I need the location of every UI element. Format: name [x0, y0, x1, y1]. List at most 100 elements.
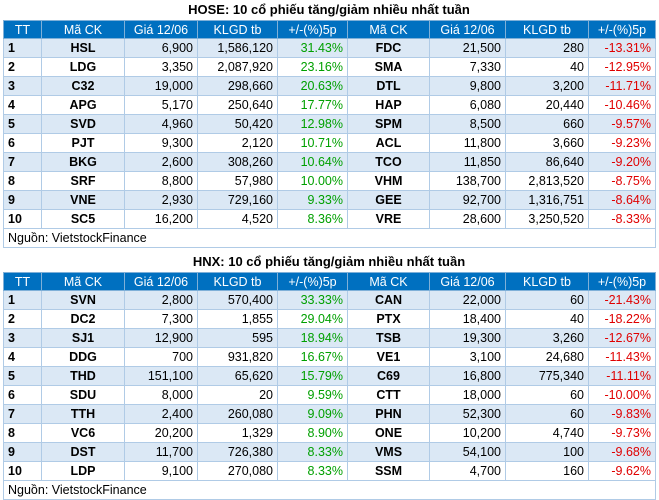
- loser-price: 22,000: [429, 290, 506, 310]
- loser-code: ACL: [347, 133, 430, 153]
- loser-code: PHN: [347, 404, 430, 424]
- gainer-volume: 570,400: [197, 290, 278, 310]
- gainer-code: SDU: [41, 385, 125, 405]
- loser-price: 3,100: [429, 347, 506, 367]
- loser-change: -10.46%: [588, 95, 656, 115]
- row-number: 2: [3, 309, 42, 329]
- header-price: Giá 12/06: [124, 272, 198, 291]
- gainer-code: SJ1: [41, 328, 125, 348]
- loser-change: -11.11%: [588, 366, 656, 386]
- gainer-price: 3,350: [124, 57, 198, 77]
- loser-price: 7,330: [429, 57, 506, 77]
- gainer-change: 23.16%: [277, 57, 348, 77]
- row-number: 1: [3, 38, 42, 58]
- loser-price: 11,850: [429, 152, 506, 172]
- gainer-price: 20,200: [124, 423, 198, 443]
- gainer-change: 9.09%: [277, 404, 348, 424]
- gainer-code: DDG: [41, 347, 125, 367]
- loser-code: TCO: [347, 152, 430, 172]
- gainer-code: LDG: [41, 57, 125, 77]
- gainer-price: 5,170: [124, 95, 198, 115]
- loser-change: -21.43%: [588, 290, 656, 310]
- loser-price: 11,800: [429, 133, 506, 153]
- gainer-price: 12,900: [124, 328, 198, 348]
- loser-price: 28,600: [429, 209, 506, 229]
- row-number: 1: [3, 290, 42, 310]
- gainer-code: DC2: [41, 309, 125, 329]
- loser-volume: 4,740: [505, 423, 589, 443]
- hnx-title: HNX: 10 cổ phiếu tăng/giảm nhiều nhất tu…: [192, 254, 466, 269]
- loser-volume: 60: [505, 290, 589, 310]
- row-number: 6: [3, 385, 42, 405]
- row-number: 7: [3, 152, 42, 172]
- loser-code: CAN: [347, 290, 430, 310]
- header-code: Mã CK: [347, 272, 430, 291]
- loser-price: 8,500: [429, 114, 506, 134]
- loser-code: SSM: [347, 461, 430, 481]
- table-row: 9 VNE 2,930 729,160 9.33% GEE 92,700 1,316,751-…: [3, 190, 656, 210]
- gainer-price: 8,800: [124, 171, 198, 191]
- loser-change: -12.67%: [588, 328, 656, 348]
- gainer-price: 16,200: [124, 209, 198, 229]
- loser-code: PTX: [347, 309, 430, 329]
- table-row: 9 DST 11,700 726,380 8.33% VMS 54,100 100 -9.68%: [3, 442, 656, 462]
- loser-volume: 660: [505, 114, 589, 134]
- gainer-volume: 20: [197, 385, 278, 405]
- gainer-change: 8.90%: [277, 423, 348, 443]
- gainer-change: 33.33%: [277, 290, 348, 310]
- loser-change: -9.20%: [588, 152, 656, 172]
- gainer-code: DST: [41, 442, 125, 462]
- table-row: 6 PJT 9,300 2,120 10.71% ACL 11,800 3,660 -9.23%: [3, 133, 656, 153]
- gainer-code: TTH: [41, 404, 125, 424]
- loser-code: C69: [347, 366, 430, 386]
- header-change: +/-(%)5p: [277, 20, 348, 39]
- gainer-price: 2,930: [124, 190, 198, 210]
- gainer-price: 700: [124, 347, 198, 367]
- loser-price: 18,000: [429, 385, 506, 405]
- row-number: 9: [3, 442, 42, 462]
- table-row: 3 C32 19,000 298,660 20.63% DTL 9,800 3,200 -11.…: [3, 76, 656, 96]
- source-row: Nguồn: VietstockFinance: [3, 480, 656, 500]
- row-number: 5: [3, 366, 42, 386]
- table-row: 10 SC5 16,200 4,520 8.36% VRE 28,600 3,250,520-…: [3, 209, 656, 229]
- source-note: Nguồn: VietstockFinance: [3, 480, 656, 500]
- loser-change: -13.31%: [588, 38, 656, 58]
- loser-code: VHM: [347, 171, 430, 191]
- loser-price: 4,700: [429, 461, 506, 481]
- loser-code: GEE: [347, 190, 430, 210]
- loser-price: 16,800: [429, 366, 506, 386]
- gainer-code: APG: [41, 95, 125, 115]
- loser-change: -8.33%: [588, 209, 656, 229]
- gainer-change: 10.71%: [277, 133, 348, 153]
- gainer-code: SC5: [41, 209, 125, 229]
- gainer-price: 151,100: [124, 366, 198, 386]
- table-row: 2 LDG 3,350 2,087,920 23.16% SMA 7,330 40 -12.95…: [3, 57, 656, 77]
- row-number: 10: [3, 461, 42, 481]
- loser-volume: 100: [505, 442, 589, 462]
- loser-price: 92,700: [429, 190, 506, 210]
- loser-code: SMA: [347, 57, 430, 77]
- loser-volume: 160: [505, 461, 589, 481]
- table-row: 6 SDU 8,000 20 9.59% CTT 18,000 60 -10.00%: [3, 385, 656, 405]
- gainer-code: SVN: [41, 290, 125, 310]
- loser-code: TSB: [347, 328, 430, 348]
- header-tt: TT: [3, 20, 42, 39]
- table-row: 7 BKG 2,600 308,260 10.64% TCO 11,850 86,640 -9.…: [3, 152, 656, 172]
- header-tt: TT: [3, 272, 42, 291]
- loser-volume: 3,250,520: [505, 209, 589, 229]
- loser-volume: 3,260: [505, 328, 589, 348]
- gainer-change: 8.33%: [277, 442, 348, 462]
- gainer-code: THD: [41, 366, 125, 386]
- table-row: 10 LDP 9,100 270,080 8.33% SSM 4,700 160 -9.62%: [3, 461, 656, 481]
- table-row: 8 SRF 8,800 57,980 10.00% VHM 138,700 2,813,520…: [3, 171, 656, 191]
- row-number: 4: [3, 347, 42, 367]
- loser-code: VE1: [347, 347, 430, 367]
- header-change: +/-(%)5p: [588, 272, 656, 291]
- loser-price: 138,700: [429, 171, 506, 191]
- gainer-volume: 2,120: [197, 133, 278, 153]
- header-price: Giá 12/06: [124, 20, 198, 39]
- gainer-volume: 298,660: [197, 76, 278, 96]
- gainer-price: 6,900: [124, 38, 198, 58]
- gainer-change: 31.43%: [277, 38, 348, 58]
- header-volume: KLGD tb: [505, 20, 589, 39]
